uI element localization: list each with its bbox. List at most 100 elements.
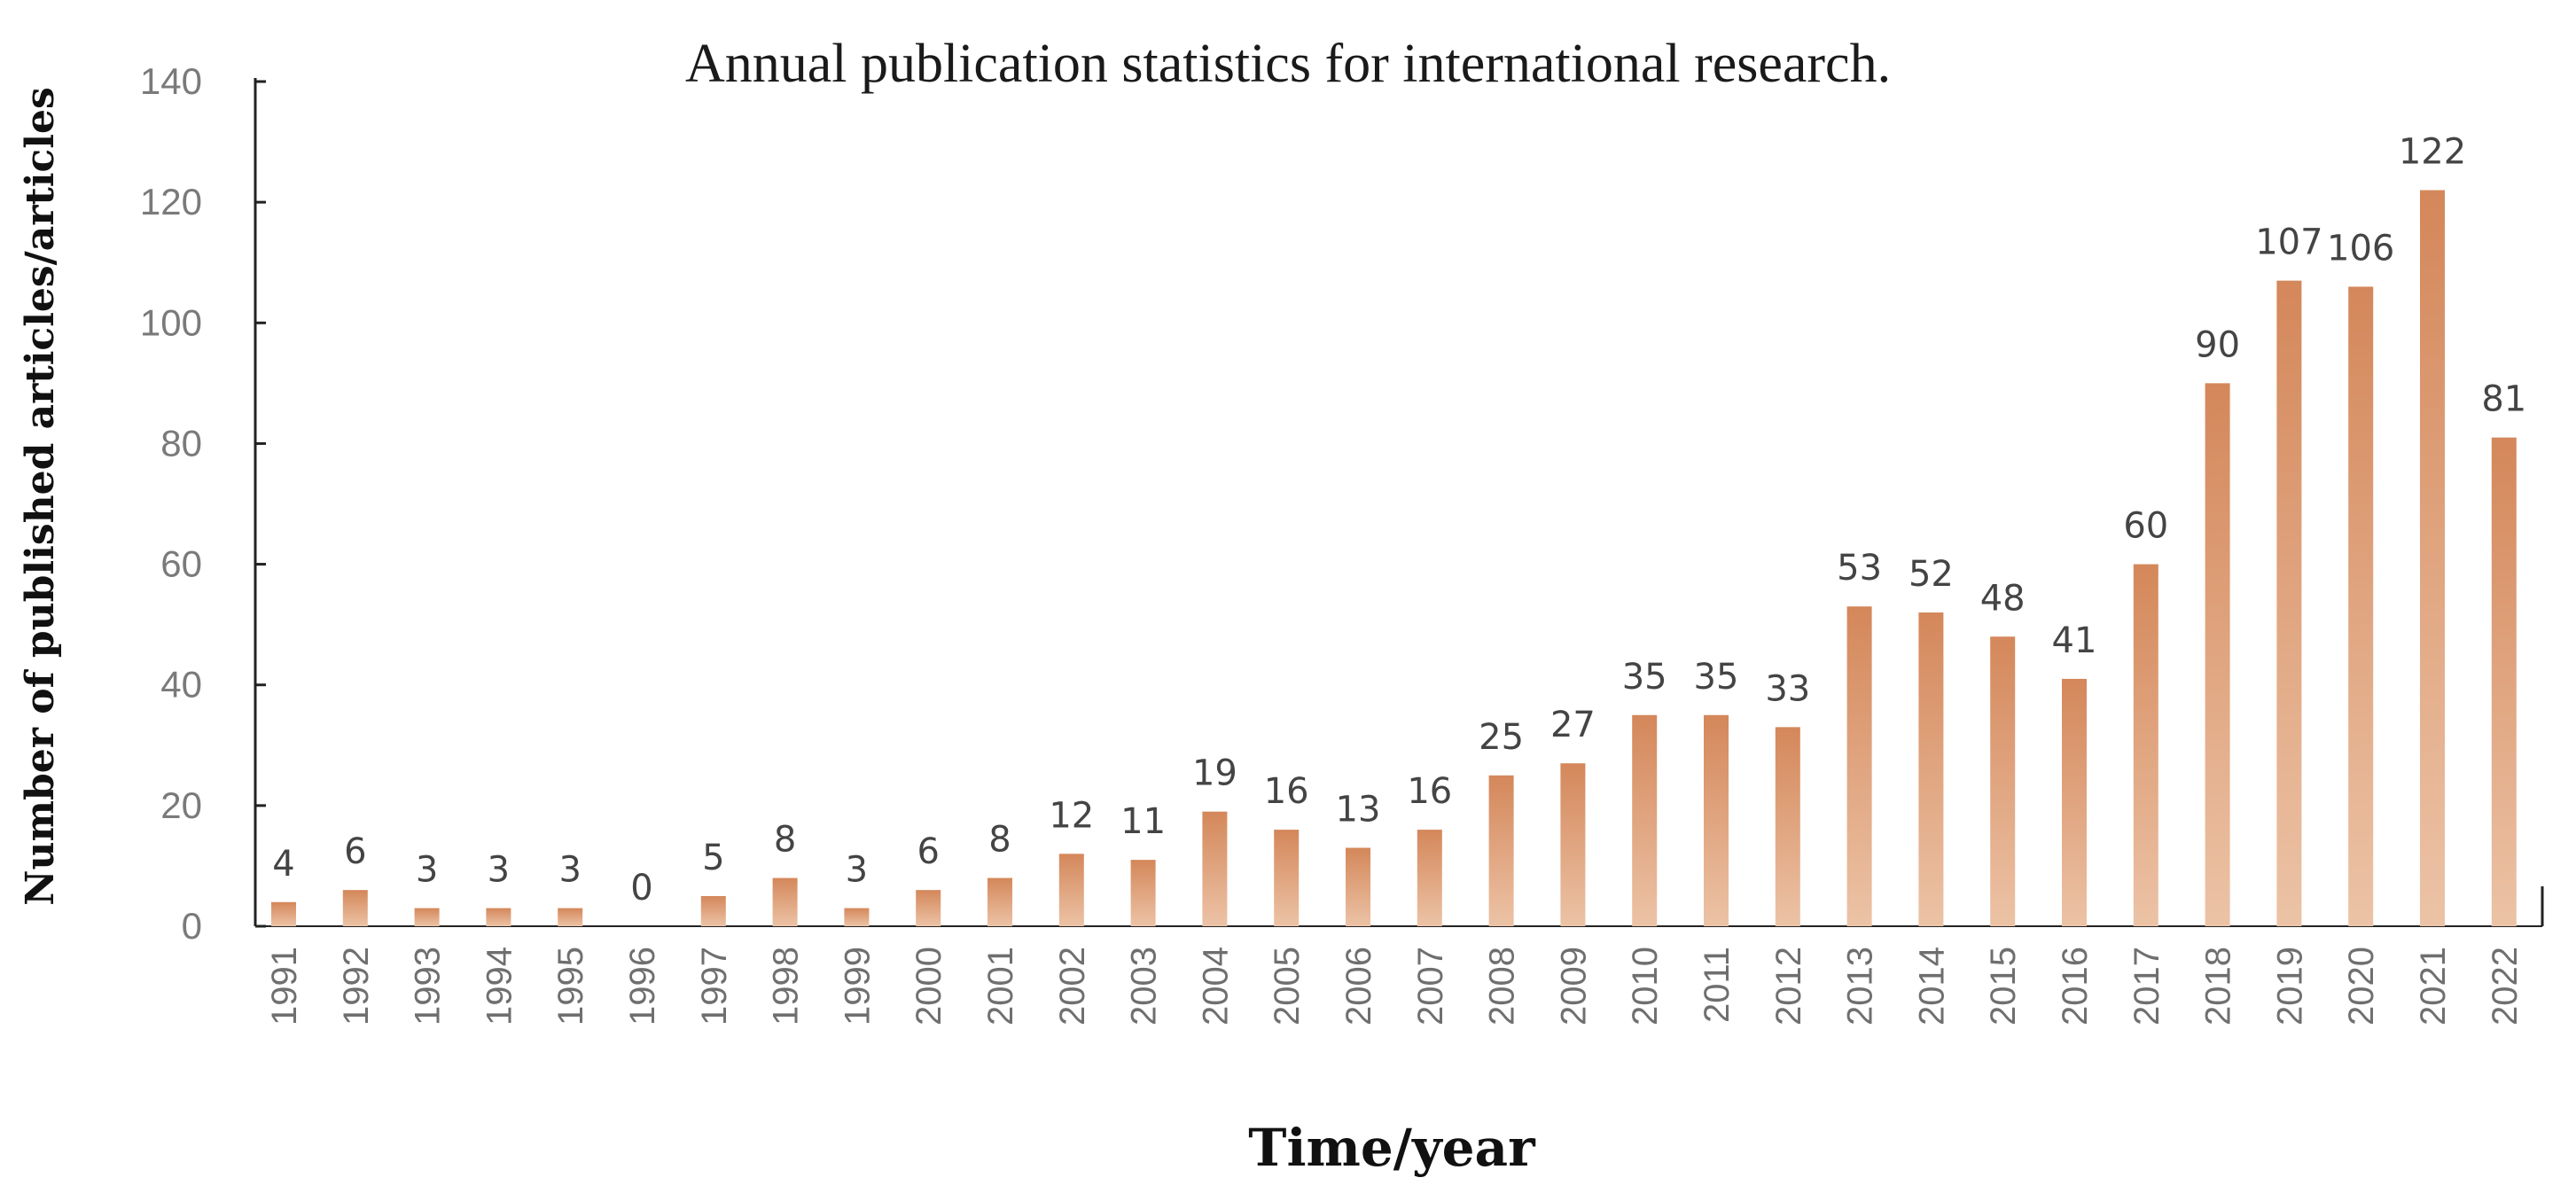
- x-ticks: 1991 1992 1993 1994 1995 1996 1997 1998 1999 2000…: [265, 947, 2525, 1026]
- bar-2021: [2420, 190, 2445, 926]
- bar-1994: [486, 908, 511, 926]
- y-tick-label: 20: [160, 784, 202, 826]
- bar-2022: [2491, 437, 2517, 926]
- data-label-1991: 4: [272, 844, 294, 885]
- bar-2009: [1560, 763, 1586, 926]
- x-tick-label-1999: 1999: [838, 947, 877, 1026]
- x-tick-label-2019: 2019: [2270, 947, 2309, 1026]
- data-label-2005: 16: [1264, 771, 1309, 812]
- data-label-1998: 8: [774, 820, 796, 861]
- x-tick-label-2022: 2022: [2486, 947, 2525, 1026]
- data-label-2003: 11: [1120, 801, 1166, 842]
- x-tick-label-2001: 2001: [981, 947, 1020, 1026]
- data-label-2002: 12: [1049, 795, 1094, 836]
- bar-2004: [1202, 811, 1228, 926]
- bar-2015: [1990, 636, 2016, 926]
- x-tick-label-2006: 2006: [1339, 947, 1378, 1026]
- x-tick-label-2009: 2009: [1554, 947, 1593, 1026]
- x-tick-label-2021: 2021: [2414, 947, 2453, 1026]
- x-tick-label-2005: 2005: [1268, 947, 1307, 1026]
- x-tick-label-2008: 2008: [1483, 947, 1522, 1026]
- data-label-2001: 8: [988, 820, 1011, 861]
- x-tick-label-2013: 2013: [1841, 947, 1880, 1026]
- bar-1993: [414, 908, 440, 926]
- data-label-2016: 41: [2052, 620, 2097, 661]
- data-label-2018: 90: [2195, 324, 2240, 365]
- y-axis-label: Number of published articles/articles: [18, 87, 63, 905]
- data-label-1999: 3: [846, 850, 868, 891]
- bar-2006: [1346, 847, 1370, 926]
- bar-1991: [271, 901, 296, 926]
- bar-2000: [916, 890, 941, 926]
- bar-1999: [844, 908, 870, 926]
- bar-1997: [700, 895, 726, 926]
- data-label-2019: 107: [2255, 222, 2322, 263]
- x-tick-label-1995: 1995: [551, 947, 590, 1026]
- bar-2005: [1274, 830, 1300, 926]
- data-label-2012: 33: [1765, 668, 1810, 709]
- x-tick-label-1996: 1996: [623, 947, 662, 1026]
- x-tick-label-2018: 2018: [2199, 947, 2238, 1026]
- data-label-2000: 6: [917, 831, 939, 872]
- bar-2011: [1704, 714, 1729, 926]
- data-label-2015: 48: [1980, 578, 2026, 619]
- x-tick-label-2012: 2012: [1769, 947, 1808, 1026]
- x-tick-label-2011: 2011: [1698, 947, 1737, 1023]
- data-label-2008: 25: [1479, 717, 1524, 758]
- bar-1998: [772, 877, 798, 926]
- data-label-2020: 106: [2327, 228, 2394, 269]
- x-tick-label-2002: 2002: [1053, 947, 1092, 1026]
- data-label-1997: 5: [702, 838, 724, 878]
- data-label-1992: 6: [344, 831, 366, 872]
- x-tick-label-2000: 2000: [909, 947, 948, 1026]
- x-tick-label-2014: 2014: [1912, 947, 1951, 1026]
- data-label-2013: 53: [1837, 548, 1882, 589]
- x-tick-label-2004: 2004: [1196, 947, 1235, 1026]
- bar-2001: [987, 877, 1012, 926]
- data-label-1994: 3: [488, 850, 510, 891]
- x-tick-label-1998: 1998: [767, 947, 806, 1026]
- x-tick-label-1991: 1991: [265, 947, 304, 1026]
- y-ticks: 0 20 40 60 80 100 120 140: [140, 60, 266, 947]
- data-label-2004: 19: [1192, 753, 1237, 794]
- x-tick-label-2016: 2016: [2056, 947, 2095, 1026]
- bar-2007: [1417, 830, 1442, 926]
- bar-2002: [1058, 854, 1084, 926]
- bar-2014: [1918, 612, 1944, 926]
- bar-2003: [1130, 860, 1156, 926]
- x-tick-label-1992: 1992: [337, 947, 376, 1026]
- y-tick-label: 40: [160, 664, 202, 706]
- data-label-2009: 27: [1550, 705, 1596, 745]
- chart-title: Annual publication statistics for intern…: [685, 34, 1891, 94]
- data-label-1995: 3: [558, 850, 581, 891]
- data-label-2006: 13: [1336, 790, 1381, 831]
- data-label-2022: 81: [2481, 379, 2526, 420]
- x-tick-label-1993: 1993: [409, 947, 448, 1026]
- bar-1995: [558, 908, 583, 926]
- y-tick-label: 100: [140, 301, 202, 343]
- bar-2020: [2348, 286, 2374, 926]
- data-label-2014: 52: [1909, 554, 1954, 595]
- x-tick-label-2015: 2015: [1984, 947, 2023, 1026]
- data-label-2021: 122: [2399, 132, 2466, 173]
- data-label-2010: 35: [1622, 657, 1667, 698]
- bar-2012: [1775, 727, 1800, 926]
- y-tick-label: 0: [182, 905, 202, 947]
- bars: [271, 190, 2517, 926]
- bar-2016: [2062, 678, 2087, 926]
- x-tick-label-2020: 2020: [2342, 947, 2381, 1026]
- bar-2008: [1488, 775, 1514, 926]
- x-tick-label-2007: 2007: [1411, 947, 1450, 1026]
- data-label-2011: 35: [1694, 657, 1739, 698]
- x-tick-label-1997: 1997: [695, 947, 734, 1026]
- data-label-1996: 0: [630, 868, 652, 909]
- y-tick-label: 140: [140, 60, 202, 102]
- y-tick-label: 80: [160, 422, 202, 464]
- x-tick-label-2003: 2003: [1125, 947, 1164, 1026]
- x-axis-label: Time/year: [1248, 1118, 1536, 1178]
- bar-1992: [342, 890, 368, 926]
- bar-2017: [2133, 564, 2158, 926]
- data-label-2007: 16: [1407, 771, 1452, 812]
